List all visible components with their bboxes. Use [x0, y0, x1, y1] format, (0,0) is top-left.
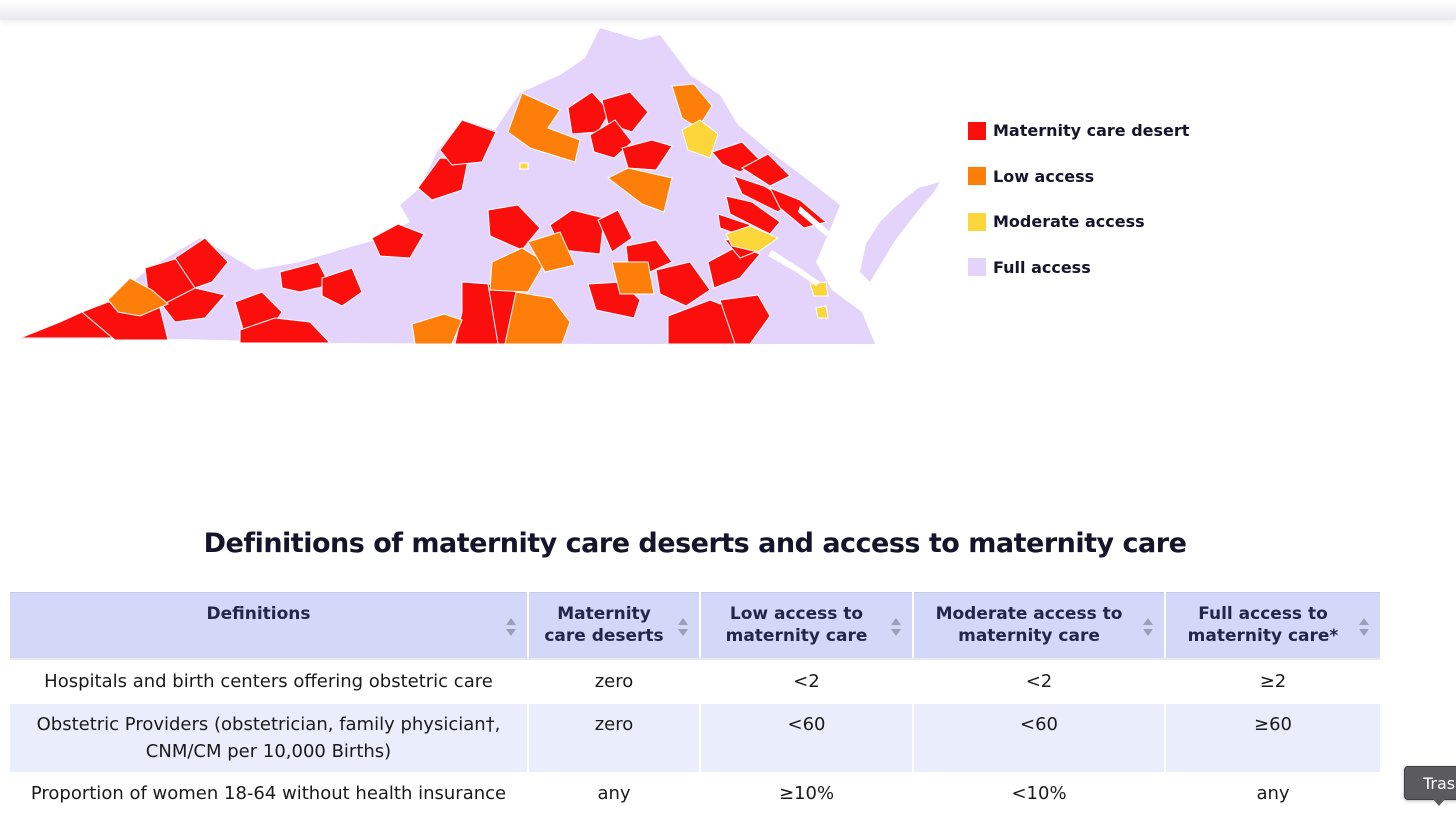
county-low[interactable] — [107, 277, 169, 317]
county-desert[interactable] — [487, 204, 541, 251]
table-cell: <2 — [914, 660, 1164, 704]
virginia-map[interactable] — [0, 20, 960, 360]
virginia-county-map — [19, 28, 940, 345]
row-separator — [10, 658, 1380, 660]
table-cell: <60 — [914, 704, 1164, 772]
table-cell: any — [1166, 772, 1380, 816]
sort-icon[interactable] — [890, 616, 902, 638]
county-desert[interactable] — [239, 317, 332, 344]
definitions-table: Definitions Maternity care deserts Low a… — [8, 592, 1382, 816]
sort-icon[interactable] — [677, 616, 689, 638]
legend-swatch-moderate — [968, 212, 986, 231]
table-cell: Hospitals and birth centers offering obs… — [10, 660, 527, 704]
desert-counties — [19, 91, 828, 345]
legend-label: Full access — [993, 257, 1091, 277]
table-row: Proportion of women 18-64 without health… — [10, 772, 1380, 816]
column-header-label: Maternity care deserts — [544, 604, 664, 646]
county-desert[interactable] — [174, 237, 229, 289]
table-cell: zero — [529, 660, 699, 704]
column-header-full-access[interactable]: Full access to maternity care* — [1166, 592, 1380, 658]
column-header-label: Full access to maternity care* — [1187, 604, 1339, 646]
column-header-label: Low access to maternity care — [725, 604, 868, 646]
county-moderate[interactable] — [815, 305, 829, 319]
county-desert[interactable] — [725, 195, 781, 235]
table-cell: <10% — [914, 772, 1164, 816]
low-access-counties — [107, 83, 713, 345]
county-desert[interactable] — [417, 157, 469, 201]
county-desert[interactable] — [597, 209, 633, 253]
table-cell: <2 — [701, 660, 912, 704]
county-desert[interactable] — [161, 287, 226, 323]
table-row: Hospitals and birth centers offering obs… — [10, 660, 1380, 704]
column-header-label: Definitions — [206, 604, 311, 624]
county-moderate[interactable] — [519, 162, 529, 170]
county-low[interactable] — [611, 261, 655, 295]
legend-label: Maternity care desert — [993, 121, 1190, 141]
legend-swatch-full — [968, 258, 986, 277]
table-cell: <60 — [701, 704, 912, 772]
table-cell: Obstetric Providers (obstetrician, famil… — [10, 704, 527, 772]
sort-icon[interactable] — [1358, 616, 1370, 638]
county-desert[interactable] — [279, 261, 331, 293]
legend-item-moderate[interactable]: Moderate access — [968, 199, 1189, 245]
table-cell: any — [529, 772, 699, 816]
column-header-label: Moderate access to maternity care — [935, 604, 1123, 646]
county-desert[interactable] — [741, 153, 791, 187]
county-desert[interactable] — [439, 119, 497, 166]
county-moderate[interactable] — [809, 281, 829, 297]
tooltip-button[interactable]: Tras — [1404, 766, 1456, 800]
table-row: Obstetric Providers (obstetrician, famil… — [10, 704, 1380, 772]
eastern-shore — [860, 182, 940, 282]
map-legend: Maternity care desert Low access Moderat… — [968, 108, 1189, 290]
county-low[interactable] — [607, 167, 673, 213]
table-cell: ≥2 — [1166, 660, 1380, 704]
legend-item-low[interactable]: Low access — [968, 154, 1189, 200]
moderate-access-counties — [519, 119, 829, 319]
county-low[interactable] — [504, 291, 571, 345]
county-low[interactable] — [489, 247, 546, 293]
county-desert[interactable] — [655, 261, 711, 307]
county-desert[interactable] — [567, 91, 611, 135]
column-header-moderate-access[interactable]: Moderate access to maternity care — [914, 592, 1164, 658]
table-cell: Proportion of women 18-64 without health… — [10, 772, 527, 816]
county-desert[interactable] — [454, 281, 501, 345]
legend-item-desert[interactable]: Maternity care desert — [968, 108, 1189, 154]
county-low[interactable] — [671, 83, 713, 129]
table-cell: zero — [529, 704, 699, 772]
water-inlet — [768, 250, 820, 286]
column-header-definitions[interactable]: Definitions — [10, 592, 527, 658]
legend-swatch-desert — [968, 121, 986, 140]
legend-item-full[interactable]: Full access — [968, 245, 1189, 291]
legend-label: Moderate access — [993, 212, 1145, 232]
county-moderate[interactable] — [725, 225, 780, 253]
county-desert[interactable] — [321, 267, 363, 307]
sort-icon[interactable] — [1142, 616, 1154, 638]
column-header-deserts[interactable]: Maternity care deserts — [529, 592, 699, 658]
county-low[interactable] — [507, 92, 581, 163]
column-header-low-access[interactable]: Low access to maternity care — [701, 592, 912, 658]
definitions-title: Definitions of maternity care deserts an… — [203, 528, 1187, 559]
county-desert[interactable] — [719, 294, 771, 345]
legend-swatch-low — [968, 167, 986, 186]
separator-cell — [10, 658, 1380, 660]
county-low[interactable] — [411, 313, 463, 345]
tooltip-label: Tras — [1423, 774, 1456, 793]
county-desert[interactable] — [371, 223, 425, 259]
table-cell: ≥60 — [1166, 704, 1380, 772]
county-desert[interactable] — [621, 139, 673, 171]
legend-label: Low access — [993, 166, 1095, 186]
county-low[interactable] — [527, 231, 576, 273]
top-bar — [0, 0, 1456, 20]
water-inlet — [798, 206, 830, 236]
bay-water — [768, 206, 830, 286]
table-header-row: Definitions Maternity care deserts Low a… — [10, 592, 1380, 658]
tooltip-arrow — [1432, 798, 1446, 806]
county-moderate[interactable] — [681, 119, 719, 159]
table-cell: ≥10% — [701, 772, 912, 816]
sort-icon[interactable] — [505, 616, 517, 638]
